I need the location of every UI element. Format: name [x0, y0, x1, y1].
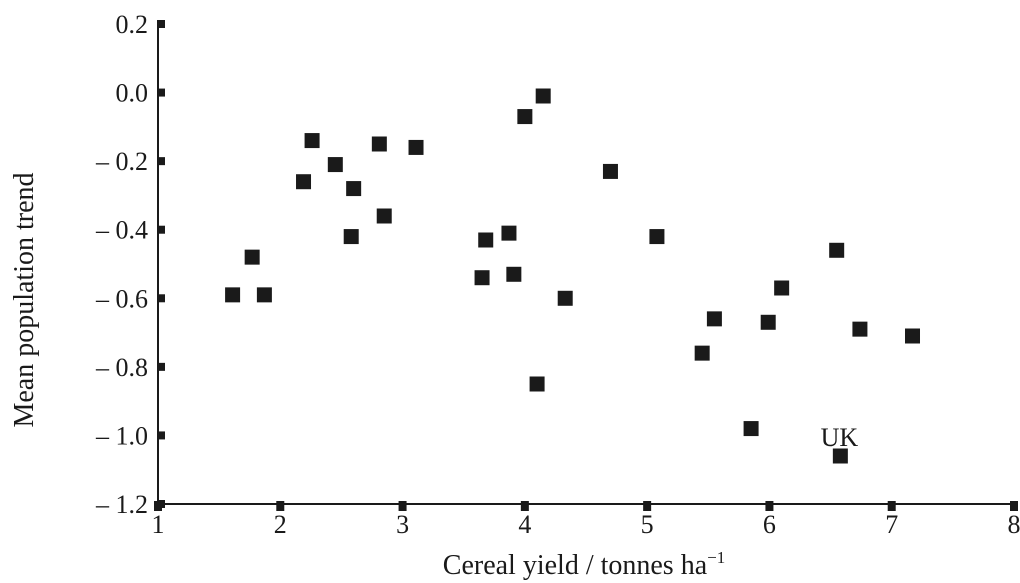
point-annotation: UK [821, 423, 859, 452]
x-tick-mark [1010, 501, 1018, 511]
data-point [343, 229, 359, 245]
data-point [256, 287, 272, 303]
data-point [760, 314, 776, 330]
y-tick-mark [157, 20, 165, 28]
data-point [327, 157, 343, 173]
x-tick-label: 6 [763, 510, 776, 539]
y-tick-mark [157, 225, 165, 234]
chart-annotations: UK [821, 423, 859, 452]
data-point [304, 133, 320, 149]
data-point [296, 174, 312, 190]
data-point [346, 181, 362, 197]
data-point [832, 448, 848, 464]
y-tick-label: – 0.4 [95, 216, 148, 245]
y-tick-label: – 1.0 [95, 421, 148, 450]
data-point [602, 163, 618, 179]
data-point [557, 290, 573, 306]
x-axis-title: Cereal yield / tonnes ha−1 [443, 548, 725, 581]
data-point [852, 321, 868, 337]
data-point [529, 376, 545, 392]
y-tick-label: – 1.2 [95, 490, 148, 519]
x-tick-label: 3 [396, 510, 409, 539]
x-tick-mark [520, 501, 529, 511]
x-tick-mark [765, 501, 774, 511]
x-tick-mark [276, 501, 285, 511]
data-point [774, 280, 790, 296]
data-point [706, 311, 722, 327]
chart-axes [157, 24, 1014, 505]
y-tick-label: 0.2 [116, 10, 149, 39]
x-tick-label: 5 [641, 510, 654, 539]
data-point [225, 287, 241, 303]
data-point [478, 232, 494, 248]
x-tick-label: 4 [518, 510, 531, 539]
x-tick-label: 8 [1008, 510, 1020, 539]
data-point [743, 421, 759, 437]
y-tick-label: – 0.2 [95, 147, 148, 176]
x-tick-label: 1 [152, 510, 165, 539]
data-point [474, 270, 490, 286]
data-point [371, 136, 387, 152]
x-tick-label: 7 [885, 510, 898, 539]
data-point [501, 225, 517, 241]
data-point [829, 242, 845, 258]
y-tick-mark [157, 157, 165, 166]
y-tick-label: – 0.8 [95, 353, 148, 382]
data-point [376, 208, 392, 224]
y-tick-mark [157, 88, 165, 97]
x-tick-label: 2 [274, 510, 287, 539]
y-tick-mark [157, 294, 165, 303]
data-points [225, 88, 921, 464]
data-point [535, 88, 551, 104]
data-point [244, 249, 260, 265]
x-tick-mark [154, 501, 162, 511]
y-tick-label: 0.0 [116, 79, 149, 108]
x-tick-mark [398, 501, 407, 511]
data-point [694, 345, 710, 361]
data-point [905, 328, 921, 344]
y-axis-title: Mean population trend [9, 172, 40, 427]
data-point [649, 229, 665, 245]
y-axis-ticks: 0.2 0.0 – 0.2 – 0.4 – 0.6 – 0.8 – 1.0 – 1.2 [95, 10, 165, 519]
data-point [408, 139, 424, 155]
y-tick-label: – 0.6 [95, 284, 148, 313]
data-point [506, 266, 522, 282]
data-point [517, 109, 533, 125]
y-tick-mark [157, 431, 165, 440]
x-axis-ticks: 1 2 3 4 5 6 7 8 [152, 501, 1020, 539]
x-tick-mark [887, 501, 896, 511]
y-tick-mark [157, 362, 165, 371]
x-tick-mark [643, 501, 652, 511]
x-axis-title-superscript: −1 [707, 548, 725, 567]
